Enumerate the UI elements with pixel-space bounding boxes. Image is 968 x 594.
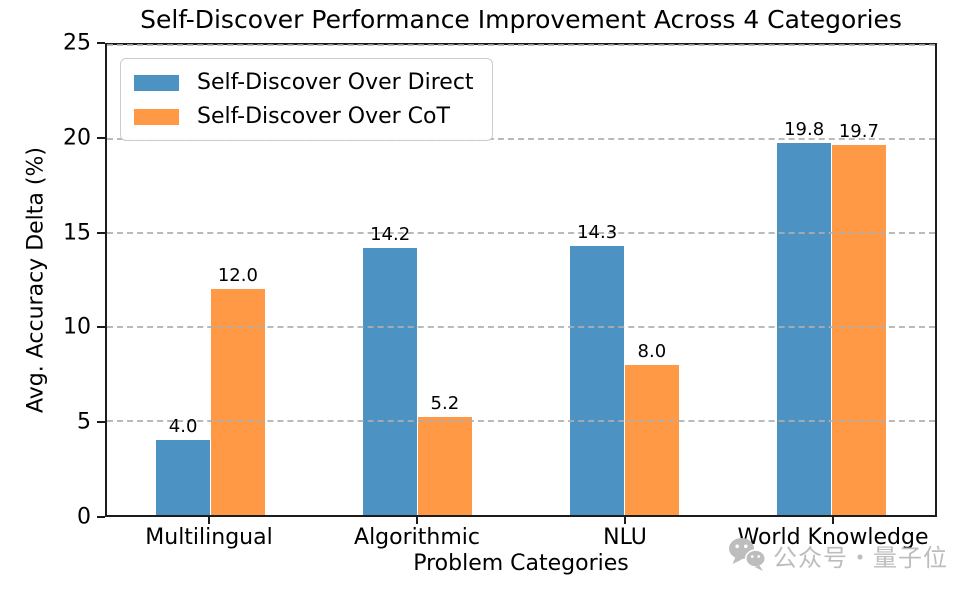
x-tick-mark (832, 517, 834, 524)
bar-value-label: 14.3 (577, 222, 618, 244)
x-axis-title: Problem Categories (413, 551, 629, 576)
bar-value-label: 12.0 (217, 265, 258, 287)
x-tick-mark (624, 517, 626, 524)
legend-label-cot: Self-Discover Over CoT (197, 104, 450, 129)
wechat-icon (729, 538, 767, 571)
bar-value-label: 8.0 (637, 340, 667, 362)
bar-value-label: 19.8 (784, 118, 825, 140)
x-tick-label-nlu: NLU (603, 525, 647, 550)
y-tick-mark (97, 421, 105, 424)
legend-swatch-cot (134, 108, 179, 125)
plot-area: Self-Discover Over Direct Self-Discover … (105, 43, 937, 517)
bar-cot-world-knowledge (831, 144, 887, 515)
chart-title: Self-Discover Performance Improvement Ac… (140, 5, 902, 34)
x-tick-label-multilingual: Multilingual (145, 525, 273, 550)
y-tick-label-0: 0 (77, 504, 91, 530)
legend: Self-Discover Over Direct Self-Discover … (120, 58, 493, 141)
x-tick-label-world-knowledge: World Knowledge (737, 525, 929, 550)
bar-cot-nlu (624, 364, 680, 515)
legend-entry-direct: Self-Discover Over Direct (134, 70, 474, 95)
bar-value-label: 4.0 (168, 415, 198, 437)
y-tick-label-25: 25 (63, 30, 91, 56)
legend-swatch-direct (134, 74, 179, 91)
x-tick-mark (208, 517, 210, 524)
y-tick-mark (97, 136, 105, 139)
bar-direct-multilingual (155, 439, 211, 515)
bar-value-label: 14.2 (370, 224, 411, 246)
bar-value-label: 19.7 (838, 120, 879, 142)
x-tick-mark (416, 517, 418, 524)
y-tick-mark (97, 42, 105, 44)
y-tick-mark (97, 326, 105, 329)
gridline-10 (107, 326, 935, 328)
watermark: 公众号・量子位 (728, 537, 948, 573)
watermark-text: 公众号・量子位 (773, 543, 948, 572)
gridline-25 (107, 44, 935, 46)
legend-label-direct: Self-Discover Over Direct (197, 70, 474, 95)
x-tick-label-algorithmic: Algorithmic (354, 525, 480, 550)
bar-cot-algorithmic (417, 417, 473, 515)
gridline-5 (107, 420, 935, 422)
bar-cot-multilingual (210, 289, 266, 515)
bar-direct-nlu (569, 246, 625, 515)
gridline-15 (107, 232, 935, 234)
gridline-20 (107, 138, 935, 140)
y-tick-mark (97, 231, 105, 234)
y-tick-label-10: 10 (63, 314, 91, 340)
y-tick-label-5: 5 (77, 409, 91, 435)
y-tick-label-15: 15 (63, 220, 91, 246)
y-tick-label-20: 20 (63, 125, 91, 151)
legend-entry-cot: Self-Discover Over CoT (134, 104, 474, 129)
y-axis-title: Avg. Accuracy Delta (%) (23, 147, 49, 413)
bar-direct-algorithmic (362, 248, 418, 515)
y-tick-mark (97, 516, 105, 518)
bar-value-label: 5.2 (430, 393, 460, 415)
bar-direct-world-knowledge (776, 142, 832, 515)
